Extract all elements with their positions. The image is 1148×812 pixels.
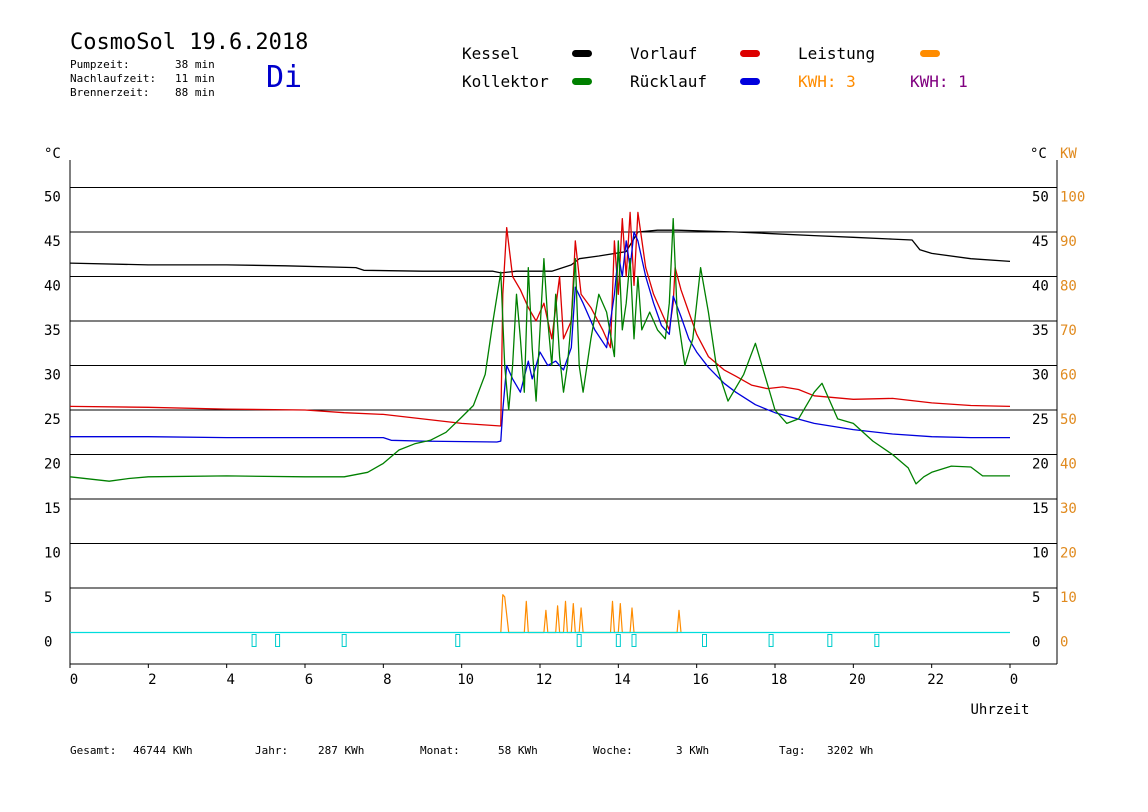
y-tick-left: 45 [44, 234, 61, 250]
y-tick-left: 35 [44, 323, 61, 339]
footer-monat-value: 58 KWh [498, 744, 538, 757]
footer-monat-label: Monat: [420, 744, 460, 757]
y-tick-kw: 100 [1060, 190, 1085, 206]
y-tick-kw: 50 [1060, 412, 1077, 428]
y-tick-kw: 40 [1060, 457, 1077, 473]
pumpzeit-value: 38 min [175, 58, 215, 71]
footer-tag-label: Tag: [779, 744, 806, 757]
weekday-label: Di [266, 60, 303, 95]
y-unit-kw: KW [1060, 146, 1077, 162]
chart-title: CosmoSol 19.6.2018 [70, 30, 309, 55]
x-tick-label: 18 [771, 672, 788, 688]
series-kessel [69, 229, 1011, 274]
y-tick-right: 45 [1032, 234, 1049, 250]
y-tick-right: 40 [1032, 279, 1049, 295]
y-tick-left: 30 [44, 368, 61, 384]
pump-marker [615, 634, 621, 647]
series-leistung [500, 594, 682, 634]
pump-marker [341, 634, 347, 647]
brennerzeit-label: Brennerzeit: [70, 86, 150, 99]
x-tick-label: 20 [849, 672, 866, 688]
legend-kollektor-swatch [572, 78, 592, 85]
x-tick-label: 0 [1010, 672, 1018, 688]
y-tick-right: 20 [1032, 457, 1049, 473]
pump-marker [702, 634, 707, 647]
footer-jahr-label: Jahr: [255, 744, 289, 757]
y-tick-kw: 60 [1060, 368, 1077, 384]
footer-woche-value: 3 KWh [676, 744, 710, 757]
y-tick-left: 20 [44, 457, 61, 473]
legend-ruecklauf-swatch [740, 78, 760, 85]
x-tick-label: 8 [383, 672, 391, 688]
pump-marker [827, 634, 833, 647]
y-tick-left: 50 [44, 190, 61, 206]
y-tick-kw: 20 [1060, 546, 1077, 562]
x-tick-label: 6 [305, 672, 313, 688]
y-tick-right: 35 [1032, 323, 1049, 339]
pumpzeit-label: Pumpzeit: [70, 58, 130, 71]
legend-ruecklauf-label: Rücklauf [630, 72, 708, 91]
y-tick-left: 40 [44, 279, 61, 295]
y-tick-kw: 90 [1060, 234, 1077, 250]
y-tick-left: 0 [44, 635, 52, 651]
legend-kwh-orange: KWH: 3 [798, 72, 856, 91]
legend-leistung-label: Leistung [798, 44, 876, 63]
legend-leistung-swatch [920, 50, 940, 57]
x-tick-label: 22 [927, 672, 944, 688]
y-tick-left: 5 [44, 590, 52, 606]
series-kollektor [69, 217, 1010, 485]
y-tick-right: 30 [1032, 368, 1049, 384]
y-tick-left: 15 [44, 501, 61, 517]
y-tick-kw: 80 [1060, 279, 1077, 295]
x-axis-label: Uhrzeit [970, 702, 1029, 718]
y-tick-kw: 30 [1060, 501, 1077, 517]
x-tick-label: 10 [457, 672, 474, 688]
nachlaufzeit-label: Nachlaufzeit: [70, 72, 157, 85]
y-tick-right: 5 [1032, 590, 1040, 606]
pump-marker [455, 634, 461, 647]
x-tick-label: 2 [148, 672, 156, 688]
brennerzeit-value: 88 min [175, 86, 215, 99]
x-tick-label: 14 [614, 672, 631, 688]
footer-jahr-value: 287 KWh [318, 744, 365, 757]
x-tick-label: 16 [692, 672, 709, 688]
legend-kollektor-label: Kollektor [462, 72, 549, 91]
pump-marker [768, 634, 774, 647]
legend-vorlauf-swatch [740, 50, 760, 57]
pump-marker [576, 634, 582, 647]
footer-gesamt-value: 46744 KWh [133, 744, 193, 757]
y-tick-right: 15 [1032, 501, 1049, 517]
pump-marker [251, 634, 257, 647]
footer-gesamt-label: Gesamt: [70, 744, 117, 757]
y-tick-kw: 10 [1060, 590, 1077, 606]
y-tick-right: 50 [1032, 190, 1049, 206]
y-unit-right: °C [1030, 146, 1047, 162]
y-tick-right: 0 [1032, 635, 1040, 651]
pump-marker [631, 634, 637, 647]
y-tick-kw: 0 [1060, 635, 1068, 651]
pump-marker [874, 634, 880, 647]
x-tick-label: 4 [226, 672, 234, 688]
x-tick-label: 0 [70, 672, 78, 688]
x-tick-label: 12 [536, 672, 553, 688]
legend-kessel-swatch [572, 50, 592, 57]
legend-vorlauf-label: Vorlauf [630, 44, 698, 63]
footer-woche-label: Woche: [593, 744, 633, 757]
y-tick-kw: 70 [1060, 323, 1077, 339]
y-unit-left: °C [44, 146, 61, 162]
y-tick-right: 25 [1032, 412, 1049, 428]
y-tick-left: 25 [44, 412, 61, 428]
legend-kwh-purple: KWH: 1 [910, 72, 968, 91]
y-tick-left: 10 [44, 546, 61, 562]
legend-kessel-label: Kessel [462, 44, 520, 63]
pump-marker [275, 634, 281, 647]
y-tick-right: 10 [1032, 546, 1049, 562]
footer-tag-value: 3202 Wh [827, 744, 874, 757]
nachlaufzeit-value: 11 min [175, 72, 215, 85]
